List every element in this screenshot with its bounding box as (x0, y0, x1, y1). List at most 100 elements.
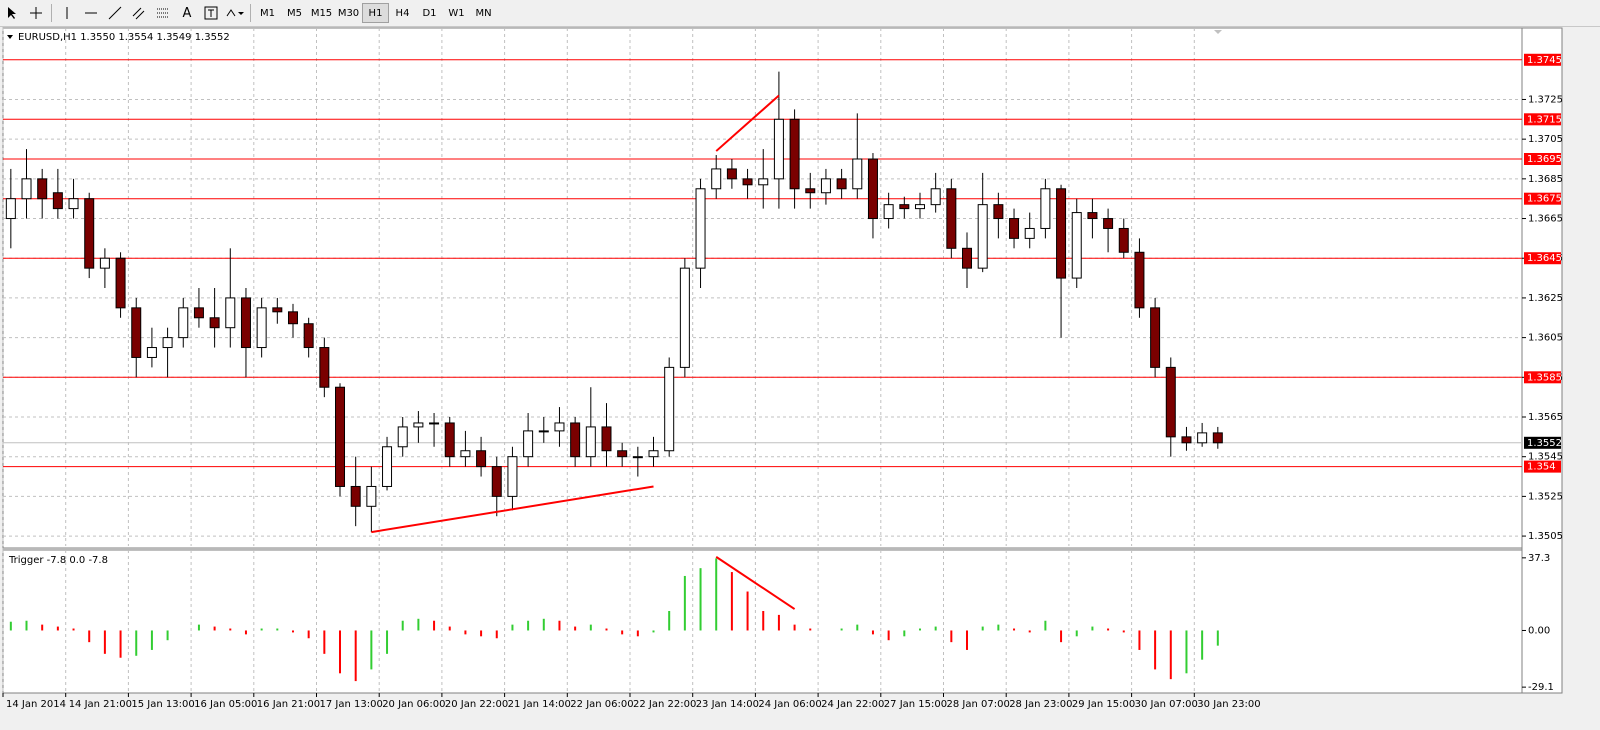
indicator-panel (2, 549, 1523, 694)
candle-body (162, 337, 173, 349)
level-label-bg (1524, 460, 1561, 473)
candle-body (648, 450, 659, 458)
candle-body (836, 178, 847, 190)
current-price-bg (1524, 436, 1561, 449)
candle-body (68, 198, 79, 210)
candle-body (930, 188, 941, 206)
candle-body (742, 178, 753, 186)
x-tick-label: 23 Jan 14:00 (696, 699, 759, 710)
candle-body (131, 307, 142, 358)
candle-body (209, 317, 220, 329)
menu-arrow (7, 35, 13, 39)
level-label: 1.3585 (1527, 372, 1562, 383)
candle-body (962, 247, 973, 269)
x-tick-label: 24 Jan 22:00 (821, 699, 884, 710)
candle-body (491, 466, 502, 497)
timeframe-button[interactable]: H4 (395, 7, 410, 19)
candle-body (883, 204, 894, 220)
indicator-title: Trigger -7.8 0.0 -7.8 (8, 555, 108, 566)
candle-body (5, 198, 16, 220)
candle-body (1103, 218, 1114, 229)
y-tick-label: 1.3685 (1528, 174, 1563, 185)
trendline (371, 485, 654, 534)
x-tick-label: 20 Jan 06:00 (382, 699, 445, 710)
candle-body (1118, 227, 1129, 253)
candle-body (1040, 188, 1051, 229)
horizontal-line-tool[interactable] (79, 2, 103, 24)
timeframe-button[interactable]: H1 (362, 3, 389, 23)
price-axis (1521, 27, 1563, 694)
candle-body (225, 297, 236, 329)
candle-body (695, 188, 706, 269)
label-tool[interactable] (199, 2, 223, 24)
candle-body (585, 426, 596, 458)
current-price-label: 1.3552 (1527, 438, 1562, 449)
x-tick-label: 30 Jan 23:00 (1197, 699, 1260, 710)
candle-body (1056, 188, 1067, 279)
fibonacci-tool[interactable] (151, 2, 175, 24)
timeframe-button[interactable]: W1 (448, 7, 465, 19)
candle-body (193, 307, 204, 319)
y-tick-label: 1.3665 (1528, 214, 1563, 225)
y-tick-label: 1.3705 (1528, 134, 1563, 145)
chart-window: EURUSD,H1 1.3550 1.3554 1.3549 1.3552 Tr… (2, 27, 1563, 710)
level-label-bg (1524, 371, 1561, 384)
crosshair-tool[interactable] (24, 2, 48, 24)
timeframe-button[interactable]: M30 (337, 7, 360, 19)
timeframe-button[interactable]: D1 (422, 7, 437, 19)
level-label-bg (1524, 153, 1561, 165)
vertical-line-tool[interactable] (55, 2, 79, 24)
timeframes: M1 M5 M15 M30 H1 H4 D1 W1 MN (254, 3, 497, 23)
toolbar: A M1 M5 M15 M30 H1 H4 D1 W1 MN (0, 0, 1600, 27)
x-tick-label: 28 Jan 23:00 (1009, 699, 1072, 710)
candle-body (178, 307, 189, 339)
candle-body (570, 422, 581, 458)
level-label-bg (1524, 252, 1561, 265)
timeframe-button[interactable]: MN (475, 7, 492, 19)
trendline-tool[interactable] (103, 2, 127, 24)
candle-body (711, 168, 722, 190)
channel-tool[interactable] (127, 2, 151, 24)
candle-body (867, 158, 878, 220)
cursor-tool[interactable] (0, 2, 24, 24)
arrows-tool[interactable] (223, 2, 247, 24)
timeframe-button[interactable]: M15 (310, 7, 333, 19)
level-label: 1.3675 (1527, 194, 1562, 205)
candle-body (287, 311, 298, 325)
candle-body (632, 456, 643, 459)
level-label-bg (1524, 113, 1561, 126)
candle-body (758, 178, 769, 186)
candle-body (993, 204, 1004, 220)
text-tool[interactable]: A (182, 5, 192, 21)
y-tick-label: 1.3565 (1528, 412, 1563, 423)
candle-body (726, 168, 737, 180)
level-label: 1.3695 (1527, 154, 1562, 165)
y-tick-label: 37.3 (1528, 553, 1550, 564)
chart-title: EURUSD,H1 1.3550 1.3554 1.3549 1.3552 (18, 32, 230, 43)
candle-body (382, 446, 393, 487)
y-tick-label: 1.3605 (1528, 333, 1563, 344)
candle-body (538, 430, 549, 433)
candle-body (1134, 251, 1145, 309)
timeframe-button[interactable]: M5 (287, 7, 302, 19)
candle-body (820, 178, 831, 194)
candle-body (977, 204, 988, 269)
candle-body (1009, 218, 1020, 239)
candle-body (84, 198, 95, 269)
x-tick-label: 16 Jan 05:00 (194, 699, 257, 710)
timeframe-button[interactable]: M1 (260, 7, 275, 19)
level-label: 1.354 (1527, 462, 1556, 473)
candle-body (1150, 307, 1161, 368)
candle-body (319, 347, 330, 388)
x-tick-label: 24 Jan 06:00 (758, 699, 821, 710)
x-tick-label: 21 Jan 14:00 (508, 699, 571, 710)
candle-body (1087, 212, 1098, 220)
candle-body (99, 257, 110, 269)
x-tick-label: 28 Jan 07:00 (947, 699, 1010, 710)
x-tick-label: 15 Jan 13:00 (131, 699, 194, 710)
candle-body (773, 118, 784, 180)
candle-body (852, 158, 863, 190)
candle-body (429, 422, 440, 425)
candle-body (444, 422, 455, 458)
